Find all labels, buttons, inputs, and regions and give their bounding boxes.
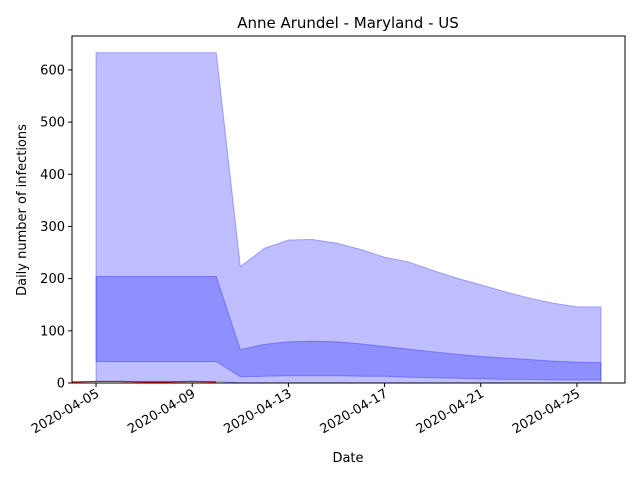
x-tick-label: 2020-04-21: [414, 386, 487, 437]
band-inner: [95, 276, 602, 381]
y-tick-label: 400: [40, 168, 65, 183]
y-tick-label: 0: [57, 377, 65, 392]
x-tick-label: 2020-04-17: [318, 386, 391, 437]
y-tick-label: 300: [40, 220, 65, 235]
plot-frame: [71, 35, 626, 384]
y-axis-label: Daily number of infections: [15, 124, 30, 296]
plot-area: [71, 52, 602, 384]
y-tick-label: 500: [40, 116, 65, 131]
x-tick-label: 2020-04-05: [29, 386, 102, 437]
y-tick-label: 100: [40, 324, 65, 339]
x-tick-label: 2020-04-13: [221, 386, 294, 437]
x-tick-label: 2020-04-09: [125, 386, 198, 437]
chart-title: Anne Arundel - Maryland - US: [237, 14, 459, 32]
series-line: [71, 380, 217, 383]
x-axis-label: Date: [332, 451, 363, 466]
y-tick-label: 200: [40, 272, 65, 287]
y-tick-label: 600: [40, 63, 65, 78]
x-tick-label: 2020-04-25: [510, 386, 583, 437]
